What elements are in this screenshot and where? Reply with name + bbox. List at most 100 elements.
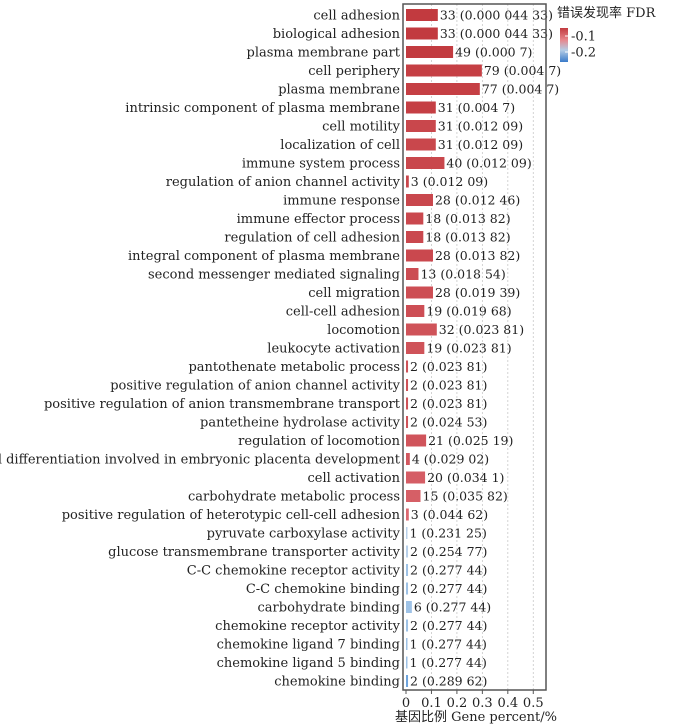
- category-label: integral component of plasma membrane: [128, 249, 400, 264]
- data-label: 2 (0.289 62): [410, 674, 487, 689]
- data-label: 32 (0.023 81): [439, 322, 524, 337]
- bar: [406, 638, 408, 650]
- bar: [406, 46, 454, 58]
- data-label: 2 (0.023 81): [410, 378, 487, 393]
- data-label: 28 (0.012 46): [435, 193, 520, 208]
- bar: [406, 397, 409, 410]
- data-label: 28 (0.019 39): [435, 285, 520, 300]
- x-tick-label: 0.3: [472, 696, 493, 711]
- category-label: cell migration: [308, 286, 400, 301]
- x-tick-label: 0.2: [447, 696, 468, 711]
- data-label: 2 (0.277 44): [410, 581, 487, 596]
- data-label: 33 (0.000 044 33): [440, 8, 553, 23]
- bar: [406, 434, 427, 447]
- plot-frame: [402, 3, 547, 691]
- bar: [406, 305, 425, 317]
- category-label: chemokine ligand 7 binding: [217, 638, 400, 653]
- category-label: pantothenate metabolic process: [188, 360, 400, 375]
- category-label: immune response: [283, 194, 400, 209]
- category-label: intrinsic component of plasma membrane: [125, 101, 400, 116]
- bar: [406, 9, 438, 21]
- category-label: biological adhesion: [273, 27, 401, 42]
- bar: [406, 675, 409, 687]
- category-label: cell activation: [307, 471, 400, 486]
- x-axis: 0 0.1 0.2 0.3 0.4 0.5: [402, 690, 544, 711]
- category-label: positive regulation of anion transmembra…: [44, 397, 401, 412]
- bar: [406, 64, 482, 77]
- data-label: 3 (0.044 62): [411, 507, 488, 522]
- fdr-legend: 错误发现率 FDR -0.1-0.2: [557, 5, 657, 62]
- bar: [406, 138, 436, 151]
- data-label: 1 (0.231 25): [410, 526, 487, 541]
- category-label: pyruvate carboxylase activity: [207, 527, 401, 542]
- category-label: plasma membrane: [278, 83, 400, 98]
- data-label: 2 (0.024 53): [410, 415, 487, 430]
- category-label: cell motility: [322, 120, 400, 135]
- legend-ticks: -0.1-0.2: [565, 30, 596, 61]
- category-label: cell adhesion: [313, 9, 400, 24]
- data-label: 31 (0.004 7): [438, 100, 515, 115]
- bar: [406, 416, 409, 428]
- category-label: chemokine binding: [274, 675, 400, 690]
- bar: [406, 231, 424, 243]
- category-label: regulation of locomotion: [238, 434, 400, 449]
- category-label: locomotion: [327, 323, 400, 338]
- category-label: chemokine receptor activity: [215, 619, 400, 634]
- data-label: 33 (0.000 044 33): [440, 26, 553, 41]
- category-label: second messenger mediated signaling: [148, 268, 400, 283]
- bar: [406, 508, 409, 521]
- data-label: 19 (0.023 81): [426, 341, 511, 356]
- data-label: 77 (0.004 7): [482, 82, 559, 97]
- category-label: cell-cell adhesion: [286, 305, 401, 320]
- legend-title: 错误发现率 FDR: [557, 5, 657, 21]
- category-label: carbohydrate binding: [258, 601, 400, 616]
- bar: [406, 342, 425, 354]
- category-label: carbohydrate metabolic process: [188, 490, 400, 505]
- category-label: positive regulation of heterotypic cell-…: [62, 508, 401, 523]
- x-tick-label: 0.5: [523, 696, 544, 711]
- bar: [406, 490, 421, 502]
- category-label: plasma membrane part: [247, 46, 401, 61]
- data-label: 2 (0.254 77): [410, 544, 487, 559]
- data-label: 49 (0.000 7): [455, 45, 532, 60]
- data-label: 31 (0.012 09): [438, 119, 523, 134]
- data-label: 13 (0.018 54): [420, 267, 505, 282]
- bar: [406, 656, 408, 669]
- bar: [406, 27, 438, 40]
- bar: [406, 379, 409, 391]
- bar: [406, 212, 424, 225]
- category-label: immune system process: [242, 157, 400, 172]
- bar: [406, 360, 409, 373]
- category-label: chemokine ligand 5 binding: [217, 656, 400, 671]
- data-label: 20 (0.034 1): [427, 470, 504, 485]
- bar: [406, 564, 409, 576]
- data-label: 4 (0.029 02): [412, 452, 489, 467]
- data-label: 2 (0.023 81): [410, 359, 487, 374]
- bar: [406, 83, 480, 95]
- bar: [406, 323, 437, 336]
- data-label: 1 (0.277 44): [410, 637, 487, 652]
- category-label: regulation of cell adhesion: [224, 231, 400, 246]
- data-label: 18 (0.013 82): [425, 230, 510, 245]
- data-label: 6 (0.277 44): [414, 600, 491, 615]
- category-label: cell differentiation involved in embryon…: [0, 453, 401, 468]
- bar: [406, 268, 419, 280]
- category-label: cell periphery: [308, 64, 400, 79]
- category-labels: cell adhesion biological adhesion plasma m…: [0, 9, 401, 690]
- x-tick-label: 0: [402, 696, 410, 711]
- bar: [406, 120, 436, 132]
- bar: [406, 453, 410, 465]
- data-label: 40 (0.012 09): [446, 156, 531, 171]
- bars: [406, 9, 482, 687]
- bar: [406, 101, 436, 114]
- category-label: regulation of anion channel activity: [166, 175, 401, 190]
- data-label: 18 (0.013 82): [425, 211, 510, 226]
- legend-tick-label: -0.1: [571, 30, 596, 45]
- legend-tick-label: -0.2: [571, 46, 596, 61]
- bar: [406, 619, 409, 632]
- category-label: immune effector process: [237, 212, 400, 227]
- bar: [406, 545, 409, 558]
- bar: [406, 601, 412, 613]
- bar: [406, 471, 426, 484]
